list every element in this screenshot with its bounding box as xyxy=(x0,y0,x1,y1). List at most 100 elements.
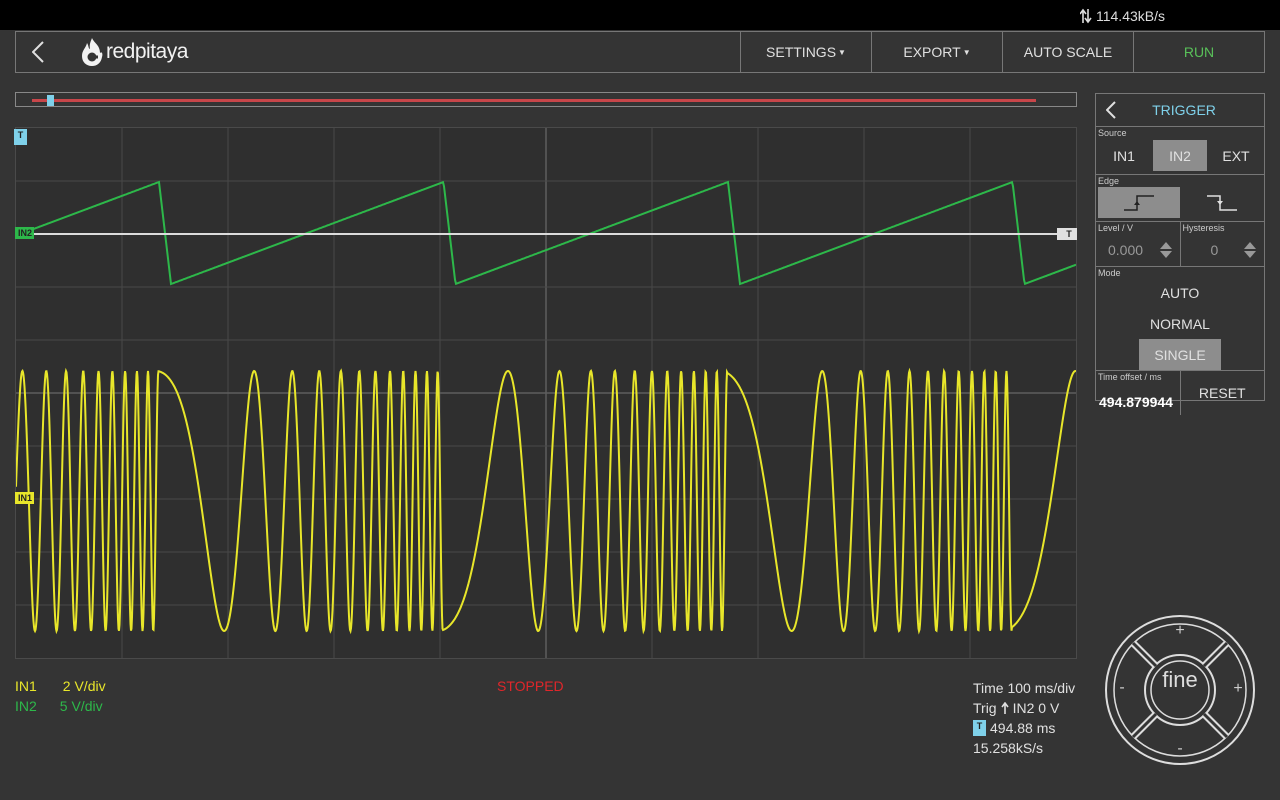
trigger-back-button[interactable] xyxy=(1096,101,1126,119)
trig-label: Trig xyxy=(973,700,997,716)
in1-offset-marker[interactable]: IN1 xyxy=(15,492,34,504)
pad-down-button[interactable]: - xyxy=(1177,740,1183,757)
reset-button[interactable]: RESET xyxy=(1181,371,1265,415)
time-offset-input[interactable]: 494.879944 xyxy=(1099,394,1173,410)
rising-edge-button[interactable] xyxy=(1098,187,1180,218)
in2-name: IN2 xyxy=(15,698,37,714)
up-arrow-icon xyxy=(1159,241,1172,249)
in1-scale-row: IN1 2 V/div xyxy=(15,678,106,698)
data-rate-value: 114.43kB/s xyxy=(1095,8,1165,24)
in2-scale: 5 V/div xyxy=(59,698,103,714)
trigger-level-marker[interactable]: T xyxy=(1057,228,1077,240)
timebase-info: Time 100 ms/div Trig IN2 0 V T 494.88 ms… xyxy=(973,678,1075,758)
hysteresis-stepper[interactable] xyxy=(1244,241,1256,258)
down-arrow-icon xyxy=(1159,250,1172,258)
navigation-pad: + - - + fine xyxy=(1104,614,1256,766)
edge-section: Edge xyxy=(1096,175,1264,222)
time-scale: Time 100 ms/div xyxy=(973,680,1076,696)
source-ext-button[interactable]: EXT xyxy=(1209,140,1263,171)
pad-right-button[interactable]: + xyxy=(1233,680,1243,697)
trigger-time-marker-label: T xyxy=(17,130,24,140)
trig-condition-value: IN2 0 V xyxy=(1012,700,1060,716)
waveform-canvas xyxy=(16,128,1076,658)
back-button[interactable] xyxy=(16,32,60,72)
level-hysteresis-section: Level / V 0.000 Hysteresis 0 xyxy=(1096,222,1264,267)
system-status-bar: 114.43kB/s xyxy=(0,0,1280,30)
flame-logo-icon xyxy=(82,38,103,66)
mode-single-option[interactable]: SINGLE xyxy=(1139,339,1221,370)
up-arrow-icon xyxy=(1244,241,1256,249)
down-arrow-icon xyxy=(1244,250,1256,258)
settings-menu-button[interactable]: SETTINGS ▼ xyxy=(740,32,871,72)
buffer-scrollbar[interactable] xyxy=(15,92,1077,107)
in1-name: IN1 xyxy=(15,678,37,694)
trigger-offset-value: 494.88 ms xyxy=(990,720,1056,736)
pad-left-button[interactable]: - xyxy=(1119,679,1125,696)
export-label: EXPORT xyxy=(903,44,961,60)
export-menu-button[interactable]: EXPORT ▼ xyxy=(871,32,1002,72)
run-label: RUN xyxy=(1183,44,1215,60)
mode-normal-option[interactable]: NORMAL xyxy=(1139,308,1221,339)
auto-scale-button[interactable]: AUTO SCALE xyxy=(1002,32,1133,72)
in2-marker-label: IN2 xyxy=(17,228,32,238)
falling-edge-icon xyxy=(1207,194,1237,211)
hysteresis-field: Hysteresis 0 xyxy=(1181,222,1265,266)
level-field: Level / V 0.000 xyxy=(1096,222,1181,266)
hysteresis-input[interactable]: 0 xyxy=(1210,241,1219,258)
mode-auto-option[interactable]: AUTO xyxy=(1139,277,1221,308)
trigger-condition: Trig IN2 0 V xyxy=(973,698,1075,718)
source-label: Source xyxy=(1098,128,1127,138)
mode-auto-label: AUTO xyxy=(1160,284,1200,301)
falling-edge-button[interactable] xyxy=(1181,187,1263,218)
logo-text: redpitaya xyxy=(106,40,188,63)
mode-section: Mode AUTO NORMAL SINGLE xyxy=(1096,267,1264,371)
rising-edge-icon xyxy=(1124,194,1154,211)
source-ext-label: EXT xyxy=(1222,147,1250,164)
mode-label: Mode xyxy=(1098,268,1121,278)
in2-waveform xyxy=(16,180,1076,286)
time-offset-section: Time offset / ms 494.879944 RESET xyxy=(1096,371,1264,415)
pad-up-button[interactable]: + xyxy=(1175,622,1185,639)
source-section: Source IN1 IN2 EXT xyxy=(1096,127,1264,175)
source-in2-label: IN2 xyxy=(1169,147,1191,164)
navigation-pad-ring xyxy=(1105,615,1255,765)
transfer-arrows-icon xyxy=(1079,8,1092,24)
mode-single-label: SINGLE xyxy=(1154,346,1206,363)
oscilloscope-plot[interactable] xyxy=(15,127,1077,659)
source-in1-button[interactable]: IN1 xyxy=(1097,140,1151,171)
data-rate: 114.43kB/s xyxy=(1079,8,1165,24)
settings-label: SETTINGS xyxy=(766,44,837,60)
caret-down-icon: ▼ xyxy=(962,47,971,57)
redpitaya-logo: redpitaya xyxy=(80,32,188,72)
trigger-panel-title: TRIGGER xyxy=(1152,102,1216,118)
buffer-range-bar xyxy=(32,99,1036,102)
level-label: Level / V xyxy=(1098,223,1134,233)
sample-rate: 15.258kS/s xyxy=(973,740,1044,756)
buffer-view-handle[interactable] xyxy=(47,95,54,106)
level-stepper[interactable] xyxy=(1159,241,1172,258)
source-in1-label: IN1 xyxy=(1113,147,1135,164)
rising-arrow-icon xyxy=(1000,702,1009,714)
fine-button[interactable]: fine xyxy=(1162,667,1198,692)
hysteresis-label: Hysteresis xyxy=(1182,223,1225,233)
top-navbar: redpitaya SETTINGS ▼ EXPORT ▼ AUTO SCALE R… xyxy=(15,31,1265,73)
run-button[interactable]: RUN xyxy=(1133,32,1264,72)
in2-scale-row: IN2 5 V/div xyxy=(15,698,106,718)
in2-offset-marker[interactable]: IN2 xyxy=(15,227,34,239)
time-offset-label: Time offset / ms xyxy=(1098,372,1162,382)
caret-down-icon: ▼ xyxy=(838,47,846,57)
chevron-left-icon xyxy=(1106,101,1116,119)
in1-waveform xyxy=(16,367,1076,635)
acquisition-status: STOPPED xyxy=(497,678,564,694)
trigger-panel-header: TRIGGER xyxy=(1096,94,1264,127)
chevron-left-icon xyxy=(32,41,44,63)
in1-scale: 2 V/div xyxy=(62,678,106,694)
level-input[interactable]: 0.000 xyxy=(1108,241,1144,258)
auto-scale-label: AUTO SCALE xyxy=(1023,44,1113,60)
time-offset-field: Time offset / ms 494.879944 xyxy=(1096,371,1181,415)
trigger-level-marker-label: T xyxy=(1066,229,1072,239)
trigger-offset-badge: T xyxy=(973,720,986,736)
source-in2-button[interactable]: IN2 xyxy=(1153,140,1207,171)
mode-normal-label: NORMAL xyxy=(1150,315,1210,332)
trigger-time-marker[interactable]: T xyxy=(14,129,27,145)
